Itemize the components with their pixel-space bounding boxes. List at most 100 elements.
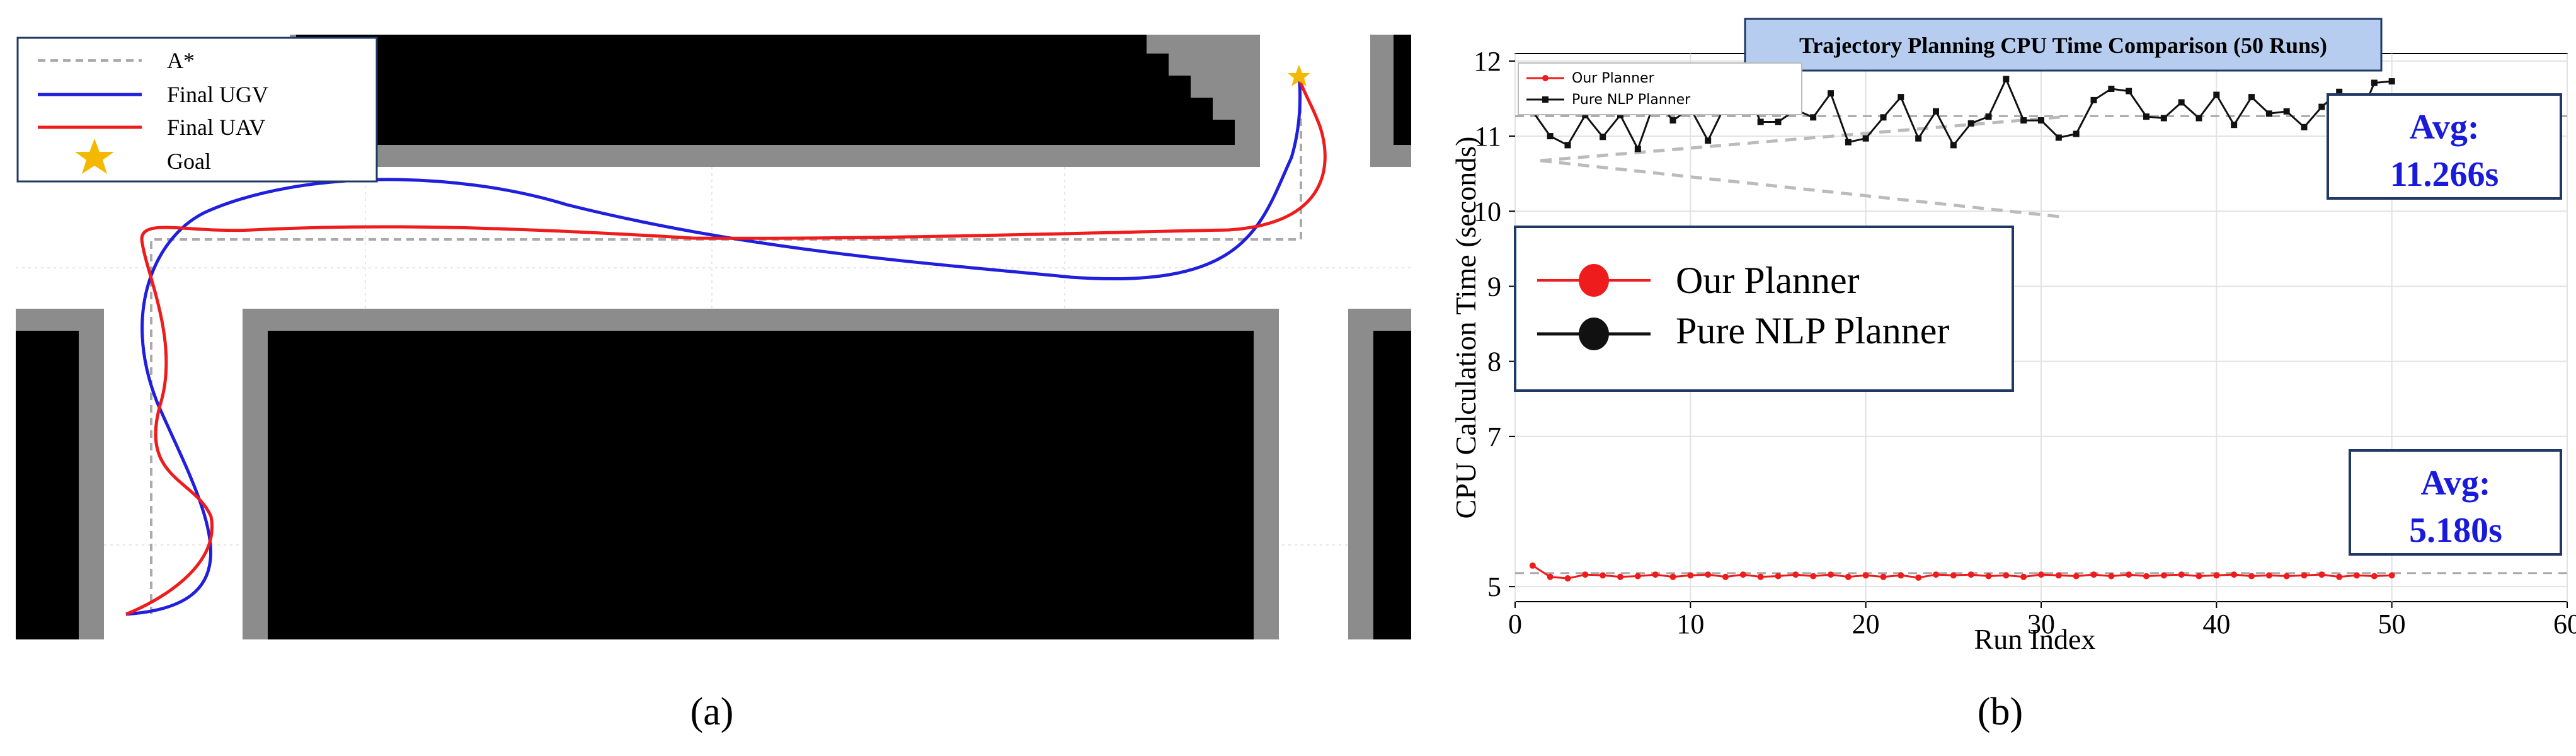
nlp-planner-point	[1775, 118, 1782, 125]
avg-our-line2: 5.180s	[2409, 511, 2502, 550]
our-planner-point	[1933, 571, 1939, 578]
our-planner-point	[1950, 572, 1957, 579]
our-planner-point	[1564, 575, 1571, 582]
nlp-planner-point	[2336, 88, 2343, 95]
small-legend-our-marker	[1542, 75, 1548, 81]
our-planner-point	[2354, 572, 2360, 579]
our-planner-point	[2160, 572, 2167, 579]
our-planner-point	[2143, 573, 2150, 580]
x-tick-label: 10	[1676, 609, 1704, 639]
our-planner-point	[2283, 573, 2290, 580]
our-planner-point	[2318, 571, 2325, 578]
obstacle-bottom-right	[1348, 309, 1411, 639]
our-planner-point	[2265, 572, 2272, 579]
small-legend-nlp-label: Pure NLP Planner	[1572, 92, 1691, 108]
our-planner-point	[2336, 573, 2343, 580]
our-planner-point	[1862, 572, 1869, 579]
big-legend-nlp-label: Pure NLP Planner	[1676, 310, 1949, 352]
avg-annotation-our: Avg: 5.180s	[2349, 449, 2562, 556]
our-planner-point	[1757, 573, 1764, 580]
our-planner-point	[2038, 571, 2044, 578]
nlp-planner-point	[2213, 91, 2220, 98]
y-tick-label: 9	[1487, 271, 1501, 302]
our-planner-point	[1845, 573, 1852, 580]
nlp-planner-point	[2003, 76, 2010, 83]
nlp-planner-point	[2038, 117, 2044, 124]
x-tick-label: 50	[2378, 609, 2406, 639]
panel-a-trajectory-map: A* Final UGV Final UAV Goal (a)	[16, 35, 1411, 733]
our-planner-point	[1687, 572, 1694, 579]
our-planner-point	[1669, 573, 1676, 580]
x-tick-label: 40	[2202, 609, 2230, 639]
our-planner-point	[1634, 573, 1641, 580]
nlp-planner-point	[1985, 113, 1992, 120]
goal-star-icon	[1288, 65, 1310, 86]
avg-nlp-line2: 11.266s	[2390, 155, 2499, 194]
nlp-planner-point	[1950, 142, 1957, 149]
nlp-planner-point	[2283, 108, 2290, 115]
nlp-planner-point	[1564, 142, 1571, 149]
x-tick-label: 0	[1508, 609, 1522, 639]
x-axis-label: Run Index	[1974, 623, 2096, 655]
our-planner-point	[1722, 573, 1729, 580]
our-planner-point	[2213, 572, 2220, 579]
our-planner-point	[1828, 571, 1834, 578]
nlp-planner-point	[2108, 86, 2115, 93]
our-planner-point	[1617, 573, 1623, 580]
legend-goal-label: Goal	[167, 149, 211, 174]
our-planner-point	[2178, 571, 2185, 578]
avg-nlp-line1: Avg:	[2410, 108, 2480, 147]
our-planner-point	[1898, 572, 1904, 579]
our-planner-point	[1775, 573, 1782, 580]
legend-astar-label: A*	[167, 48, 195, 73]
y-tick-label: 7	[1487, 421, 1501, 452]
zoom-indicator-lines	[1540, 115, 2067, 219]
nlp-planner-point	[2160, 115, 2167, 122]
nlp-planner-point	[2265, 110, 2272, 117]
big-legend: Our Planner Pure NLP Planner	[1514, 226, 2014, 392]
nlp-planner-point	[2126, 88, 2132, 94]
nlp-planner-point	[1810, 114, 1817, 121]
y-tick-label: 12	[1474, 46, 1501, 77]
y-tick-label: 5	[1487, 571, 1501, 602]
nlp-planner-point	[2248, 94, 2255, 101]
our-planner-point	[2195, 573, 2202, 580]
nlp-planner-point	[1634, 146, 1641, 152]
panel-b-label: (b)	[1978, 690, 2023, 733]
small-legend-our-label: Our Planner	[1572, 71, 1655, 86]
big-legend-our-marker	[1579, 264, 1609, 297]
our-planner-point	[2090, 571, 2097, 578]
our-planner-point	[1600, 572, 1606, 579]
x-tick-label: 30	[2027, 609, 2055, 639]
big-legend-our-label: Our Planner	[1676, 260, 1860, 301]
nlp-planner-point	[1915, 135, 1922, 142]
our-planner-point	[2003, 572, 2010, 579]
y-axis-label: CPU Calculation Time (seconds)	[1450, 137, 1482, 519]
our-planner-point	[2248, 573, 2255, 580]
x-tick-labels: 0 10 20 30 40 50 60	[1508, 602, 2576, 639]
our-planner-point	[2301, 572, 2308, 579]
nlp-planner-point	[2055, 134, 2062, 141]
uav-path	[125, 75, 1327, 616]
our-planner-point	[2073, 573, 2080, 580]
obstacle-top-right	[1370, 35, 1411, 167]
nlp-planner-point	[1933, 108, 1939, 115]
nlp-planner-point	[1862, 135, 1869, 142]
our-planner-point	[1582, 571, 1589, 578]
our-planner-point	[2108, 573, 2115, 580]
our-planner-point	[2126, 571, 2132, 578]
our-planner-point	[1792, 571, 1799, 578]
nlp-planner-point	[2231, 122, 2238, 129]
nlp-planner-point	[2178, 99, 2185, 106]
legend-ugv-label: Final UGV	[167, 82, 268, 107]
nlp-planner-point	[1669, 117, 1676, 124]
nlp-planner-point	[1880, 114, 1887, 121]
nlp-planner-point	[2301, 123, 2308, 130]
nlp-planner-point	[2388, 78, 2395, 85]
our-planner-point	[1547, 573, 1554, 580]
our-planner-point	[1967, 571, 1974, 578]
x-tick-label: 60	[2553, 609, 2576, 639]
our-planner-point	[2055, 572, 2062, 579]
our-planner-point	[1985, 573, 1992, 580]
chart-title-box: Trajectory Planning CPU Time Comparison …	[1744, 18, 2383, 72]
